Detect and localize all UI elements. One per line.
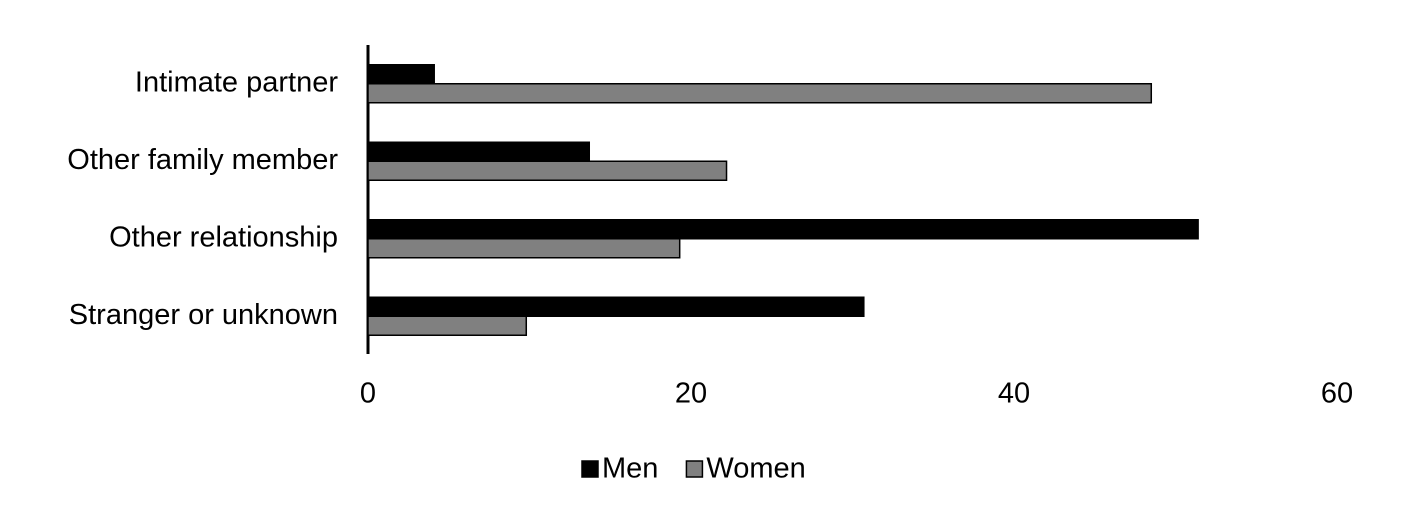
legend-label: Women	[706, 453, 805, 485]
bar	[367, 315, 528, 336]
bar	[367, 296, 865, 317]
x-tick-label: 60	[1321, 378, 1353, 410]
bar	[367, 238, 681, 259]
y-tick-label: Intimate partner	[135, 66, 338, 98]
x-tick-label: 0	[360, 378, 376, 410]
y-tick-label: Stranger or unknown	[69, 299, 338, 331]
y-tick-label: Other family member	[67, 144, 338, 176]
bar	[367, 160, 728, 181]
legend-swatch	[685, 460, 704, 478]
x-tick-label: 20	[675, 378, 707, 410]
y-tick-label: Other relationship	[109, 221, 338, 253]
legend-swatch	[581, 460, 599, 478]
x-tick-label: 40	[998, 378, 1030, 410]
bar	[367, 64, 435, 85]
bar	[367, 141, 591, 162]
legend-label: Men	[602, 453, 658, 485]
bar	[367, 219, 1199, 240]
bar	[367, 83, 1153, 104]
